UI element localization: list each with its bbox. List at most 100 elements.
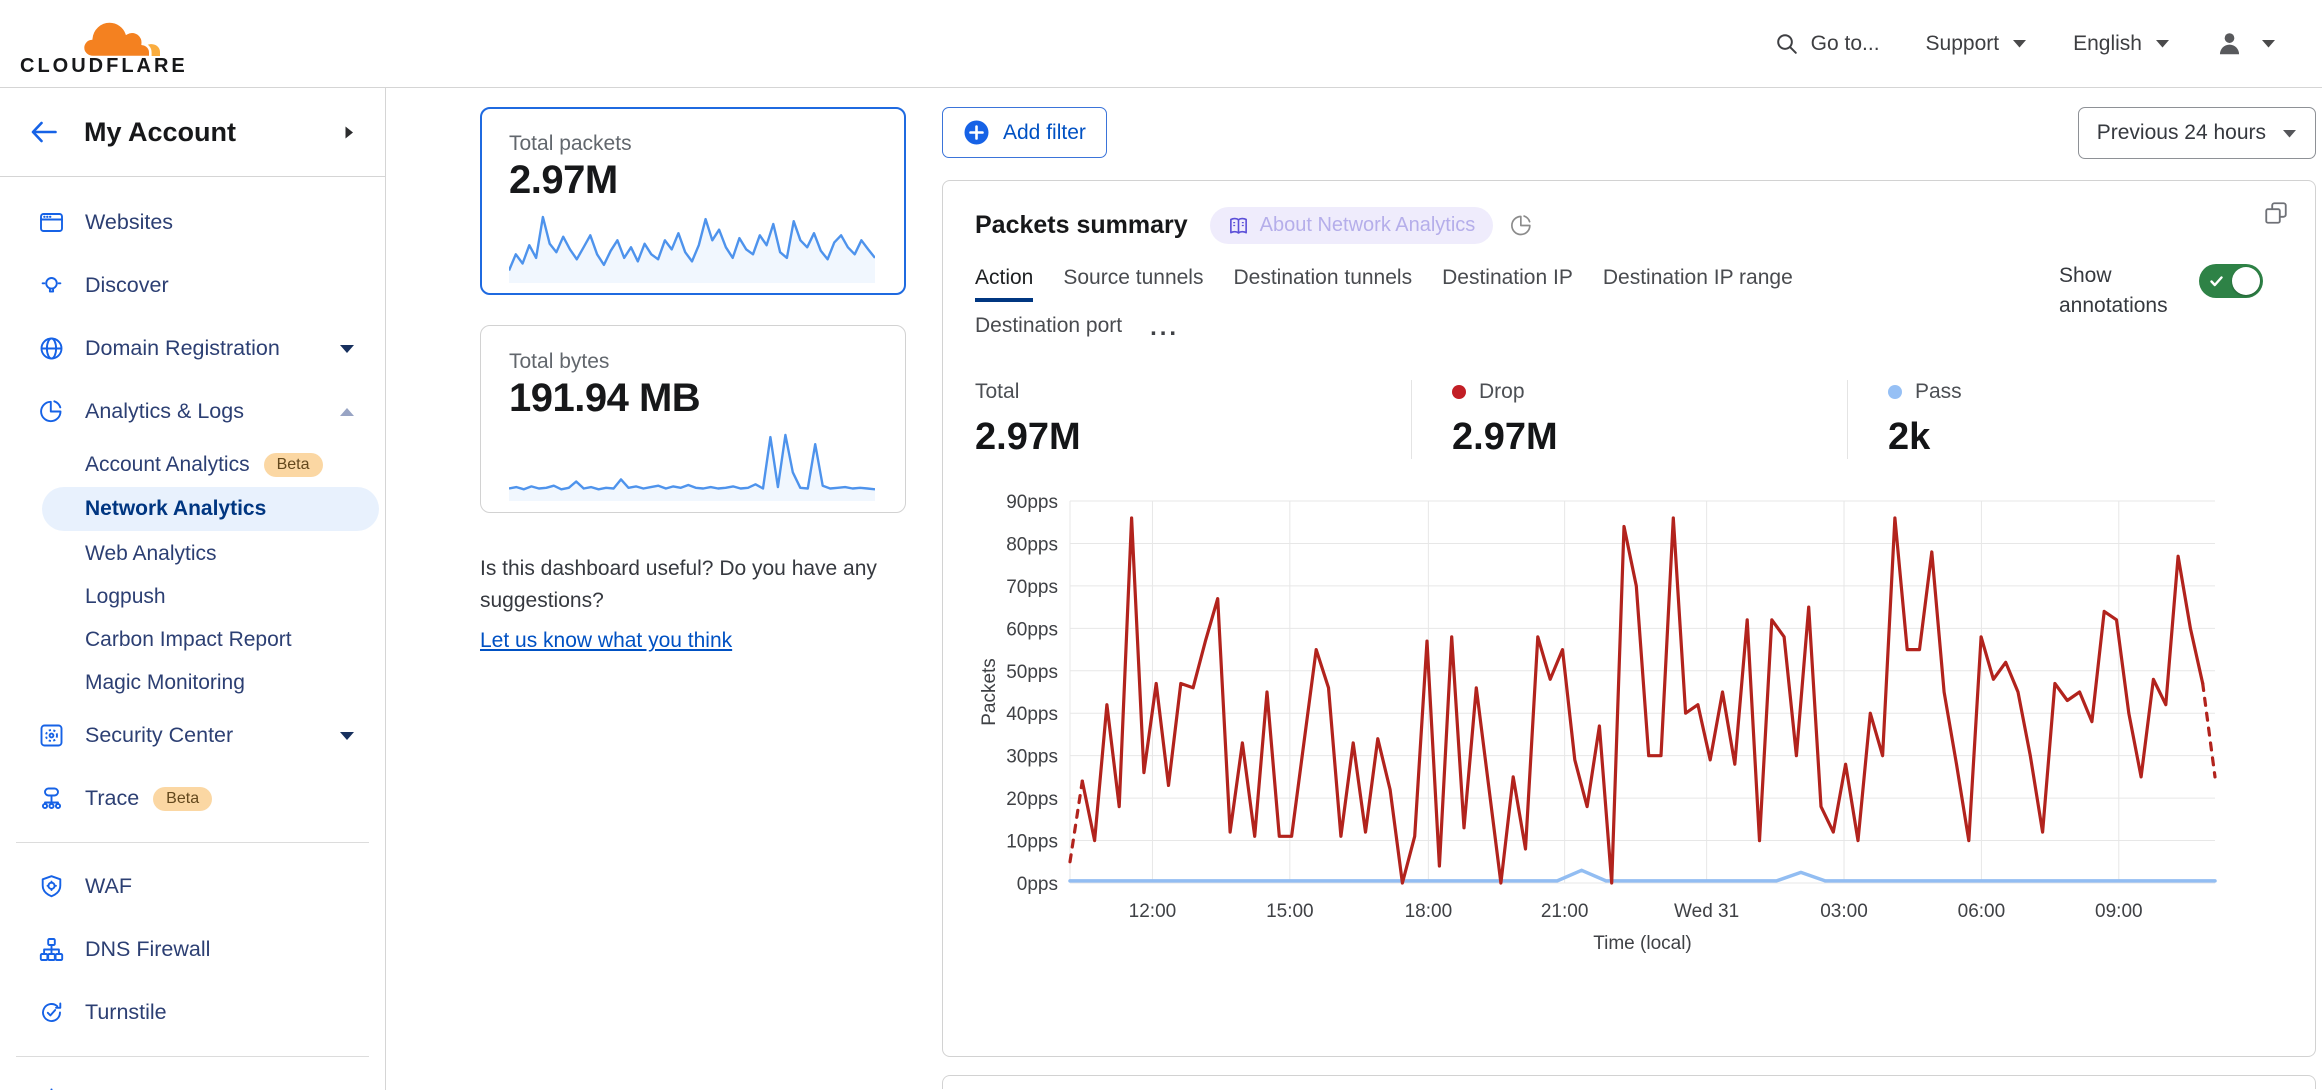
vault-icon [40, 724, 63, 747]
total-packets-sparkline [509, 215, 875, 283]
summary-stats: Total 2.97M Drop 2.97M Pass 2k [975, 380, 2283, 459]
caret-down-icon [340, 344, 354, 353]
feedback-question: Is this dashboard useful? Do you have an… [480, 557, 877, 612]
more-tabs-button[interactable]: ... [1150, 313, 1180, 341]
cloudflare-logo[interactable]: CLOUDFLARE [20, 9, 188, 78]
expand-icon[interactable] [2263, 200, 2289, 226]
svg-text:50pps: 50pps [1006, 662, 1058, 683]
sidebar-item-label: Discover [85, 273, 169, 297]
sidebar-item-label: Turnstile [85, 1000, 167, 1024]
globe-icon [40, 337, 63, 360]
total-bytes-value: 191.94 MB [509, 376, 701, 420]
tab-action[interactable]: Action [975, 266, 1034, 302]
packets-summary-chart: 0pps 10pps 20pps 30pps 40pps 50pps 60pps 70pps 8… [979, 492, 2217, 954]
user-menu[interactable] [2216, 30, 2276, 57]
sidebar-subitem-label: Web Analytics [85, 541, 217, 565]
pass-legend-dot [1888, 385, 1902, 399]
sidebar-subitem-web-analytics[interactable]: Web Analytics [0, 532, 385, 575]
total-bytes-label: Total bytes [509, 350, 610, 373]
sidebar-subitem-label: Network Analytics [85, 497, 267, 520]
sidebar-subitem-label: Magic Monitoring [85, 670, 245, 694]
language-menu[interactable]: English [2073, 32, 2170, 56]
dimension-tabs: Action Source tunnels Destination tunnel… [975, 266, 1935, 350]
goto-search[interactable]: Go to... [1776, 32, 1880, 56]
tab-source-tunnels[interactable]: Source tunnels [1063, 266, 1204, 289]
show-annotations-control: Show annotations [2059, 261, 2263, 322]
stat-pass-label: Pass [1888, 380, 2283, 404]
total-packets-card[interactable]: Total packets 2.97M [480, 107, 906, 295]
sidebar-item-security-center[interactable]: Security Center [0, 704, 385, 767]
svg-text:80pps: 80pps [1006, 534, 1058, 555]
back-arrow-icon[interactable] [30, 121, 58, 143]
sidebar-subitem-carbon-impact-report[interactable]: Carbon Impact Report [0, 618, 385, 661]
svg-text:06:00: 06:00 [1958, 901, 2006, 922]
total-packets-label: Total packets [509, 132, 632, 155]
cloudflare-cloud-icon [82, 20, 160, 57]
svg-text:Time (local): Time (local) [1593, 933, 1692, 954]
svg-text:09:00: 09:00 [2095, 901, 2143, 922]
account-header[interactable]: My Account [0, 88, 385, 177]
pie-chart-icon[interactable] [1509, 213, 1534, 238]
sidebar-subitem-magic-monitoring[interactable]: Magic Monitoring [0, 661, 385, 704]
sidebar-item-label: WAF [85, 874, 132, 898]
chevron-right-icon[interactable] [344, 125, 355, 140]
stat-drop-value: 2.97M [1452, 416, 1558, 458]
language-label: English [2073, 31, 2142, 55]
sidebar-item-dns-firewall[interactable]: DNS Firewall [0, 918, 385, 981]
sidebar-item-partial[interactable] [0, 1069, 385, 1090]
caret-down-icon [340, 731, 354, 740]
refresh-check-icon [42, 1002, 62, 1022]
caret-up-icon [340, 407, 354, 416]
packets-summary-header: Packets summary About Network Analytics [975, 202, 2287, 244]
sidebar-item-analytics-logs[interactable]: Analytics & Logs [0, 380, 385, 443]
about-network-analytics-badge[interactable]: About Network Analytics [1209, 207, 1494, 244]
check-icon [2210, 276, 2223, 287]
tab-destination-ip-range[interactable]: Destination IP range [1602, 266, 1793, 289]
packets-summary-title: Packets summary [975, 211, 1188, 239]
annotations-toggle[interactable] [2199, 264, 2263, 298]
stat-drop: Drop 2.97M [1411, 380, 1847, 459]
sidebar-item-turnstile[interactable]: Turnstile [0, 981, 385, 1044]
sidebar-item-domain-registration[interactable]: Domain Registration [0, 317, 385, 380]
support-menu[interactable]: Support [1926, 32, 2028, 56]
add-filter-button[interactable]: Add filter [942, 107, 1107, 158]
tab-destination-port[interactable]: Destination port [975, 314, 1123, 337]
sidebar-item-discover[interactable]: Discover [0, 254, 385, 317]
stat-pass-value: 2k [1888, 416, 1931, 458]
svg-text:0pps: 0pps [1017, 874, 1058, 895]
sidebar-subitem-account-analytics[interactable]: Account Analytics Beta [0, 443, 385, 486]
stat-total: Total 2.97M [975, 380, 1411, 459]
tab-destination-ip[interactable]: Destination IP [1442, 266, 1573, 289]
account-title: My Account [84, 116, 237, 147]
top-bar-actions: Go to... Support English [1776, 30, 2276, 57]
sidebar-item-label: Websites [85, 210, 174, 234]
packets-chart-area: 0pps 10pps 20pps 30pps 40pps 50pps 60pps 70pps 8… [975, 483, 2283, 961]
stat-total-label: Total [975, 380, 1020, 403]
svg-text:20pps: 20pps [1006, 789, 1058, 810]
sidebar-subitem-network-analytics[interactable]: Network Analytics [42, 487, 379, 531]
caret-down-icon [2013, 40, 2027, 48]
stat-pass: Pass 2k [1847, 380, 2283, 459]
sidebar: My Account Websites Discover Domain Regi… [0, 88, 386, 1090]
total-bytes-card[interactable]: Total bytes 191.94 MB [480, 325, 906, 513]
total-bytes-sparkline [509, 433, 875, 501]
tab-destination-tunnels[interactable]: Destination tunnels [1233, 266, 1413, 289]
sidebar-item-waf[interactable]: WAF [0, 855, 385, 918]
feedback-link[interactable]: Let us know what you think [480, 629, 733, 652]
sidebar-item-websites[interactable]: Websites [0, 191, 385, 254]
sidebar-item-trace[interactable]: Trace Beta [0, 767, 385, 830]
sidebar-item-label: Trace [85, 786, 140, 810]
user-avatar-icon [2219, 33, 2240, 55]
caret-down-icon [2262, 40, 2275, 48]
sidebar-subitem-logpush[interactable]: Logpush [0, 575, 385, 618]
sidebar-item-label: DNS Firewall [85, 937, 211, 961]
trace-icon [41, 787, 62, 810]
time-range-dropdown[interactable]: Previous 24 hours [2077, 107, 2316, 159]
sidebar-subitem-label: Account Analytics [85, 452, 250, 476]
sidebar-subitem-label: Carbon Impact Report [85, 627, 292, 651]
show-annotations-label: Show annotations [2059, 264, 2168, 318]
next-card-stub [942, 1075, 2316, 1089]
plus-circle-icon [964, 120, 989, 145]
svg-text:70pps: 70pps [1006, 577, 1058, 598]
svg-text:Packets: Packets [979, 658, 1000, 726]
